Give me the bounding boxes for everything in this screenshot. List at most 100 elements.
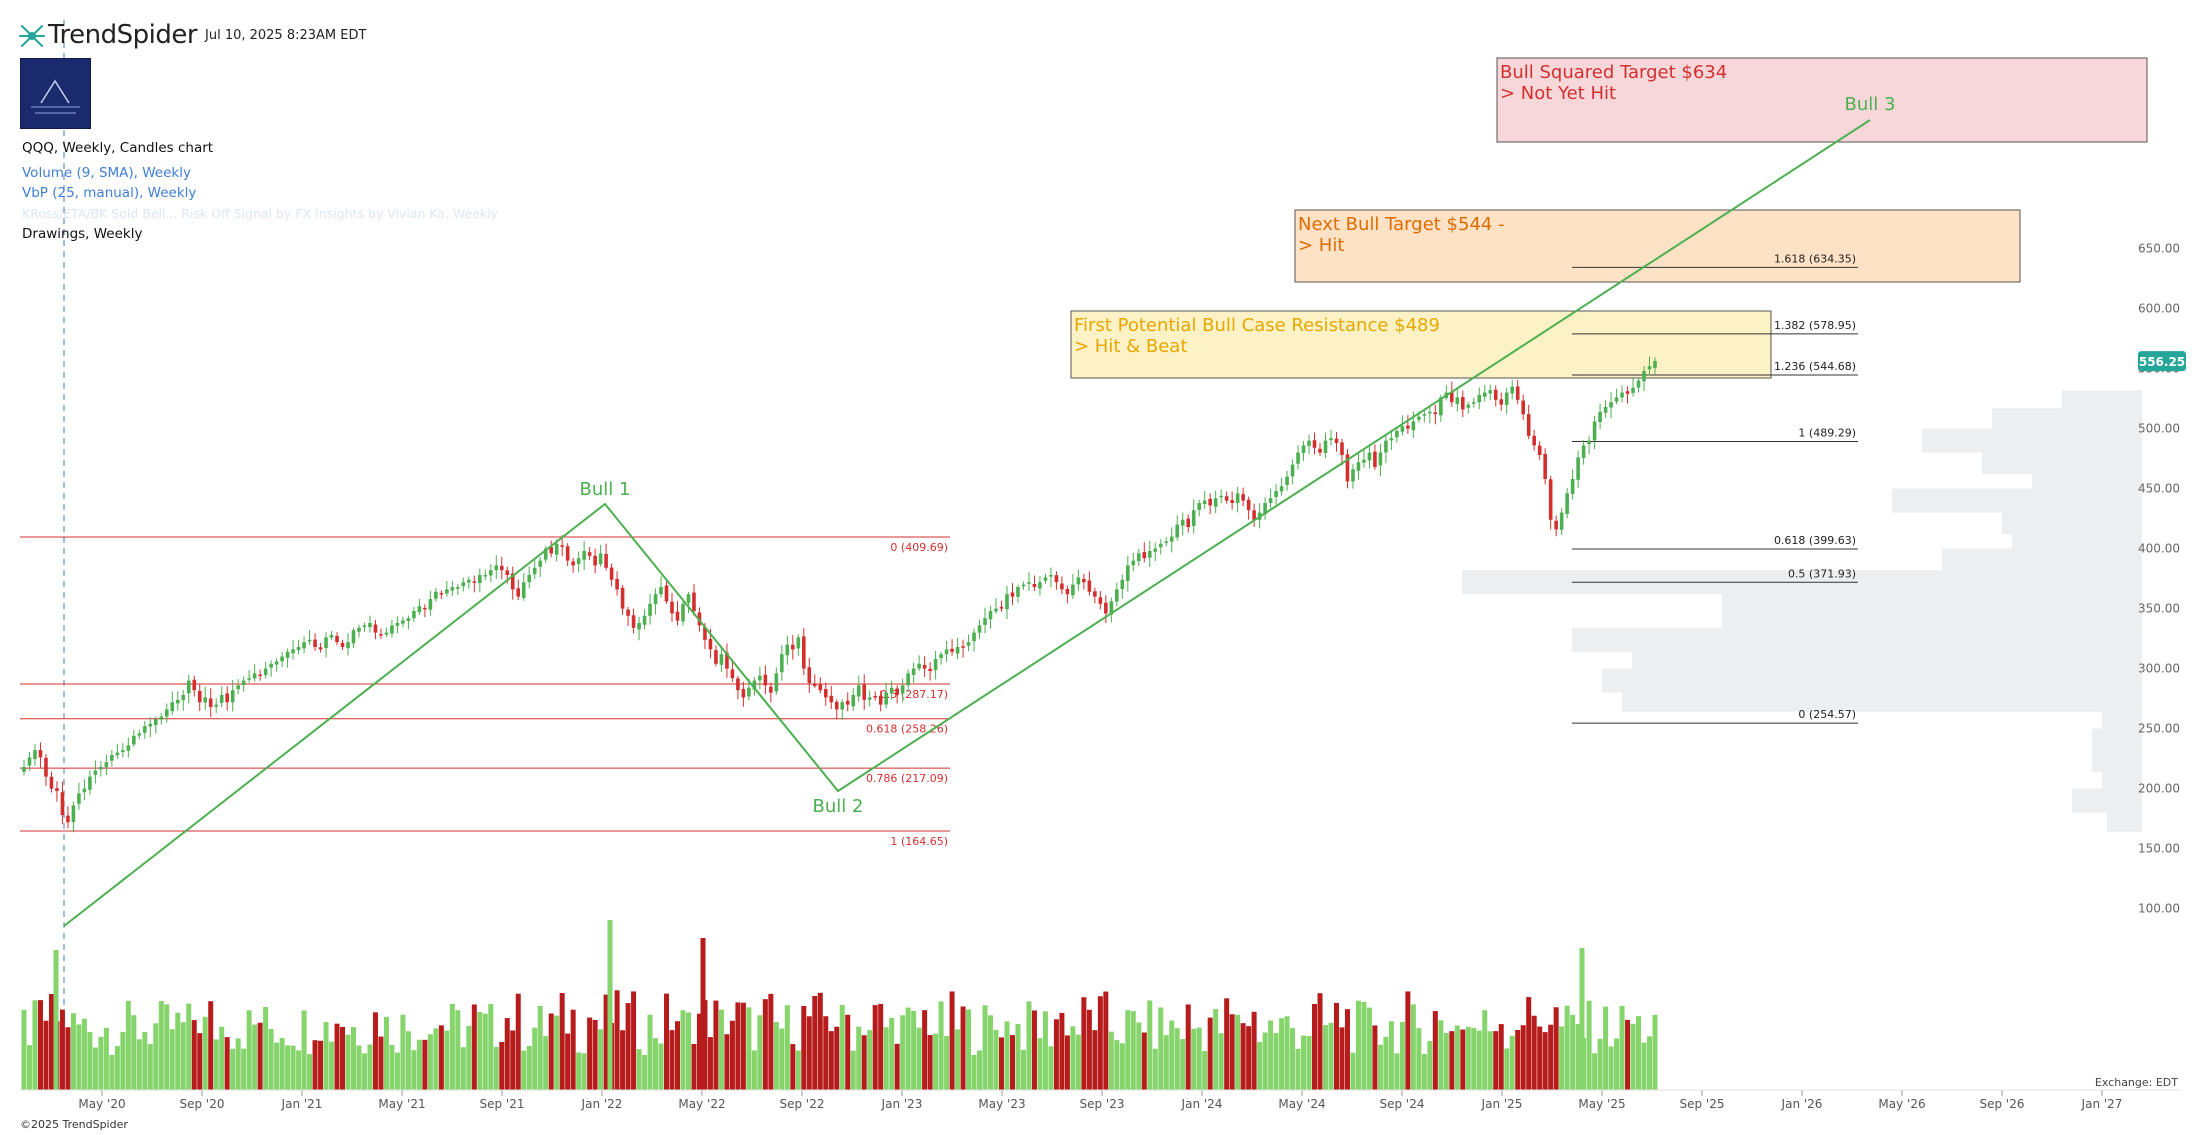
x-tick-label: Sep '24 — [1380, 1097, 1425, 1111]
candle-up — [1169, 536, 1174, 542]
legend-title[interactable]: QQQ, Weekly, Candles chart — [22, 140, 214, 156]
volume-bar — [186, 1003, 192, 1090]
volume-bar — [59, 1009, 65, 1090]
candle-down — [1142, 552, 1147, 559]
candle-up — [175, 699, 180, 704]
candle-up — [1581, 445, 1586, 458]
candle-up — [1510, 386, 1515, 394]
candle-up — [1647, 366, 1652, 370]
volume-bar — [1317, 993, 1323, 1090]
candle-up — [939, 654, 943, 659]
x-tick-label: Jan '24 — [1181, 1097, 1223, 1111]
candle-up — [955, 647, 960, 654]
volume-bar — [647, 1014, 653, 1090]
legend-drawings[interactable]: Drawings, Weekly — [22, 226, 143, 242]
volume-bar — [1608, 1046, 1614, 1090]
bull-trendline — [63, 119, 1871, 927]
volume-bar — [850, 1050, 856, 1090]
candle-down — [1054, 575, 1059, 583]
volume-bar — [158, 1001, 164, 1090]
candle-up — [362, 625, 367, 627]
x-tick-label: May '21 — [378, 1097, 425, 1111]
candle-up — [1422, 414, 1427, 416]
volume-bar — [224, 1037, 230, 1090]
candle-up — [1285, 476, 1289, 485]
y-tick-label: 500.00 — [2138, 422, 2180, 436]
candle-down — [1082, 578, 1086, 583]
candle-up — [1290, 464, 1295, 477]
candle-down — [1312, 440, 1317, 448]
candle-down — [1010, 592, 1015, 597]
volume-bar — [142, 1032, 148, 1090]
candle-up — [236, 685, 240, 690]
candle-down — [1093, 591, 1097, 597]
volume-bar — [971, 1054, 977, 1090]
volume-bar — [488, 1003, 494, 1090]
volume-bar — [817, 992, 823, 1090]
candle-down — [1334, 438, 1339, 443]
fib-label-right: 0.5 (371.93) — [1788, 567, 1856, 580]
target-zone-status: > Hit — [1298, 235, 1344, 256]
x-tick-label: May '23 — [978, 1097, 1025, 1111]
candle-up — [867, 697, 872, 700]
volume-bar — [153, 1023, 159, 1090]
candle-up — [1477, 395, 1482, 403]
candle-up — [467, 579, 471, 583]
volume-bar — [1361, 1001, 1367, 1090]
volume-bar — [1603, 1006, 1609, 1090]
target-zone-status: > Not Yet Hit — [1500, 83, 1616, 104]
volume-bar — [285, 1045, 291, 1090]
legend-vbp[interactable]: VbP (25, manual), Weekly — [22, 185, 197, 201]
candle-down — [38, 749, 43, 758]
volume-bar — [1570, 1014, 1576, 1090]
candle-up — [214, 704, 219, 707]
volume-bar — [169, 1029, 175, 1090]
candle-up — [988, 611, 993, 620]
volume-bar — [905, 1007, 911, 1090]
y-tick-label: 450.00 — [2138, 482, 2180, 496]
candle-up — [1301, 445, 1306, 453]
candle-down — [1318, 448, 1322, 453]
candle-up — [752, 680, 757, 690]
volume-bar — [1465, 1026, 1471, 1090]
candle-up — [1356, 462, 1361, 471]
volume-bar — [411, 1050, 417, 1090]
volume-bar — [70, 1013, 76, 1090]
candle-up — [796, 637, 801, 649]
volume-bar — [724, 1034, 730, 1090]
volume-bar — [1273, 1033, 1279, 1090]
volume-bar — [21, 1009, 27, 1090]
volume-bar — [1449, 1031, 1455, 1090]
volume-bar — [92, 1047, 98, 1090]
candle-down — [714, 650, 718, 664]
fibonacci-levels: 0 (409.69)0.5 (287.17)0.618 (258.26)0.78… — [20, 252, 1858, 848]
volume-bar — [1372, 1025, 1378, 1090]
x-tick-label: Jan '21 — [281, 1097, 323, 1111]
candle-down — [1186, 518, 1191, 527]
candle-up — [1504, 392, 1509, 405]
candle-up — [1614, 397, 1619, 402]
candle-up — [456, 587, 460, 589]
candle-down — [692, 592, 696, 611]
candle-up — [164, 709, 169, 717]
volume-bar — [1531, 1015, 1537, 1090]
candle-down — [609, 567, 614, 580]
candle-up — [1482, 392, 1487, 397]
candle-up — [1136, 553, 1141, 562]
candle-up — [1592, 421, 1597, 441]
volume-bar — [1284, 1016, 1290, 1090]
volume-bar — [301, 1010, 307, 1090]
volume-bar — [922, 1010, 928, 1090]
volume-bar — [570, 1009, 576, 1090]
candle-up — [1598, 411, 1602, 422]
volume-bar — [1092, 1030, 1098, 1090]
volume-bar — [1553, 1007, 1559, 1090]
volume-bar — [109, 1054, 115, 1090]
axes: 100.00 150.00 200.00 250.00 300.00 350.00 400.… — [20, 242, 2186, 1111]
candle-down — [741, 689, 746, 698]
legend-faded-indicator[interactable]: KRoss/ETA/BK Sold Bell... Risk Off Signa… — [22, 206, 499, 221]
volume-bar — [1350, 1052, 1356, 1090]
volume-bar — [1009, 1035, 1015, 1090]
legend-volume[interactable]: Volume (9, SMA), Weekly — [22, 165, 191, 181]
